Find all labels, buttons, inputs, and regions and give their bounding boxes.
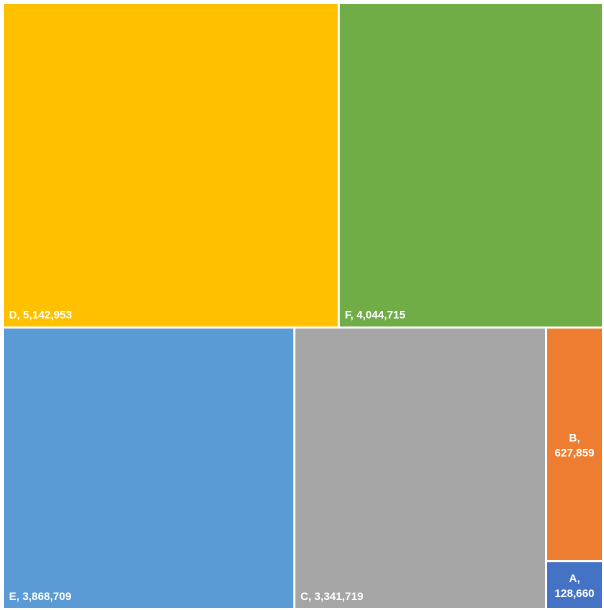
treemap-cell [545,326,604,563]
treemap-cell [545,560,604,610]
treemap-cell [2,2,340,329]
data-label: D, 5,142,953 [9,310,72,322]
label-line: 627,859 [555,447,595,459]
data-label: F, 4,044,715 [345,310,406,322]
data-label: C, 3,341,719 [300,591,363,603]
label-line: 128,660 [555,588,595,600]
label-line: A, [569,573,580,585]
data-label: A, 128,660 [555,573,595,600]
data-label: E, 3,868,709 [9,591,71,603]
label-line: B, [569,432,580,444]
treemap-cell [293,326,548,610]
treemap-cell [337,2,604,329]
data-label: B, 627,859 [555,432,595,459]
treemap-cell [2,326,296,610]
